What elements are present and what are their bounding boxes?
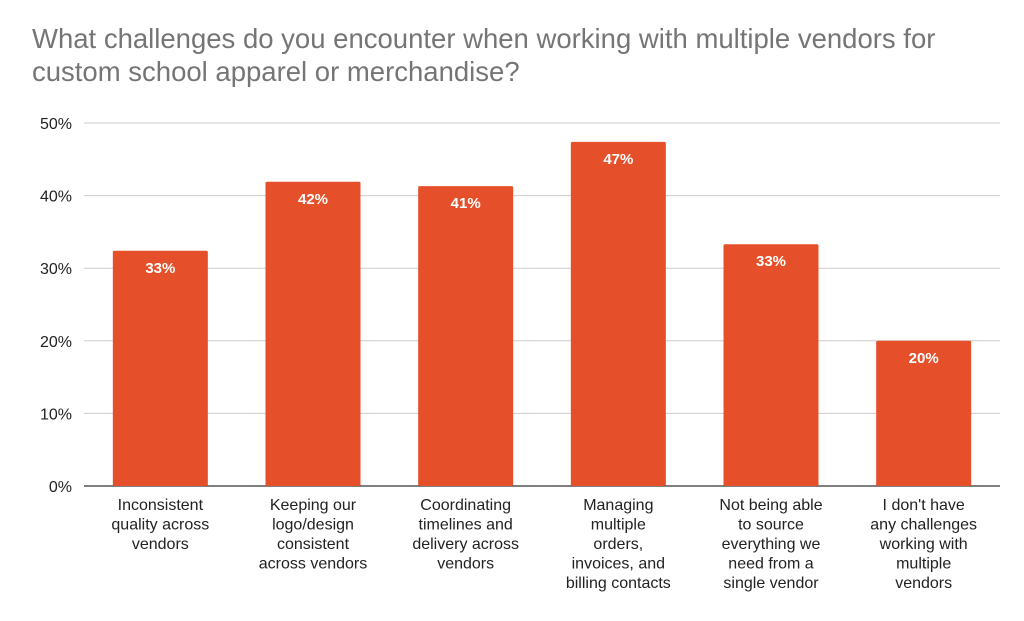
x-category-label-line: any challenges xyxy=(870,517,977,534)
x-category-label-line: to source xyxy=(738,517,804,534)
y-tick-label: 20% xyxy=(40,334,72,351)
chart-title: What challenges do you encounter when wo… xyxy=(32,23,936,87)
x-category-label-line: Not being able xyxy=(719,497,822,514)
x-category-label-line: delivery across xyxy=(412,536,519,553)
x-category-label: Managing multiple orders, invoices, and bill… xyxy=(566,497,671,592)
bar xyxy=(723,244,819,486)
y-tick-label: 0% xyxy=(49,479,72,496)
x-category-label-line: everything we xyxy=(722,536,821,553)
x-category-label: Coordinating timelines and delivery across… xyxy=(412,497,519,573)
y-tick-label: 40% xyxy=(40,189,72,206)
data-label: 47% xyxy=(603,151,633,168)
x-category-label-line: Managing xyxy=(583,497,653,514)
bar xyxy=(570,141,666,486)
x-category-label-line: quality across xyxy=(111,517,209,534)
data-label: 41% xyxy=(451,195,481,212)
data-label: 20% xyxy=(909,350,939,367)
bar xyxy=(876,340,972,486)
x-category-label-line: Keeping our xyxy=(270,497,357,514)
x-category-label-line: Coordinating xyxy=(420,497,511,514)
x-category-label-line: vendors xyxy=(132,536,189,553)
x-category-label-line: multiple xyxy=(896,556,951,573)
y-tick-label: 10% xyxy=(40,406,72,423)
data-label: 33% xyxy=(756,253,786,270)
x-category-label-line: single vendor xyxy=(723,575,819,592)
x-category-label-line: multiple xyxy=(591,517,646,534)
x-category-label-line: working with xyxy=(879,536,968,553)
bar xyxy=(265,181,361,486)
y-tick-label: 50% xyxy=(40,116,72,133)
x-category-label: Inconsistent quality across vendors xyxy=(111,497,209,553)
x-category-label-line: across vendors xyxy=(259,556,368,573)
x-category-label-line: billing contacts xyxy=(566,575,671,592)
x-category-label: Keeping our logo/design consistent across v… xyxy=(259,497,368,573)
x-category-label-line: orders, xyxy=(593,536,643,553)
bar xyxy=(418,186,514,487)
x-category-label-line: vendors xyxy=(437,556,494,573)
x-category-label-line: consistent xyxy=(277,536,350,553)
x-category-label-line: invoices, and xyxy=(572,556,665,573)
data-label: 33% xyxy=(145,260,175,277)
data-label: 42% xyxy=(298,191,328,208)
x-category-label: I don't have any challenges working with mu… xyxy=(870,497,977,592)
y-tick-label: 30% xyxy=(40,261,72,278)
x-category-label-line: I don't have xyxy=(883,497,965,514)
x-category-label-line: Inconsistent xyxy=(118,497,204,514)
x-category-label-line: vendors xyxy=(895,575,952,592)
bar xyxy=(112,250,208,486)
x-category-label-line: timelines and xyxy=(419,517,513,534)
x-category-label-line: need from a xyxy=(728,556,813,573)
x-category-label: Not being able to source everything we need… xyxy=(719,497,822,592)
x-category-label-line: logo/design xyxy=(272,517,354,534)
